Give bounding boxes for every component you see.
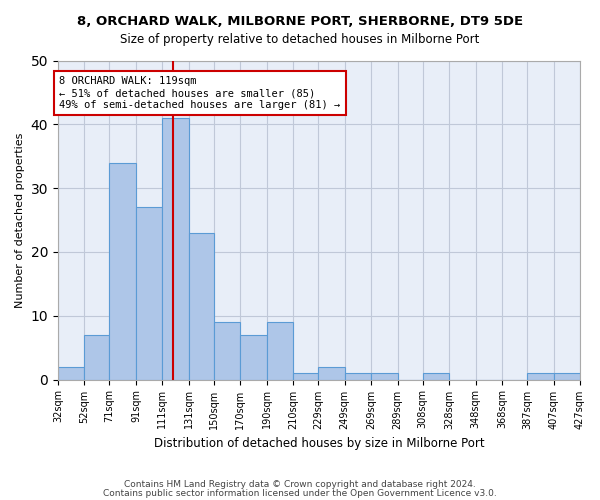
Text: Size of property relative to detached houses in Milborne Port: Size of property relative to detached ho… (121, 32, 479, 46)
Bar (293, 373, 318, 380)
Text: Contains HM Land Registry data © Crown copyright and database right 2024.: Contains HM Land Registry data © Crown c… (124, 480, 476, 489)
X-axis label: Distribution of detached houses by size in Milborne Port: Distribution of detached houses by size … (154, 437, 484, 450)
Bar (58, 367, 85, 380)
Bar (214, 322, 241, 380)
Bar (318, 367, 345, 380)
Bar (267, 322, 293, 380)
Text: Contains public sector information licensed under the Open Government Licence v3: Contains public sector information licen… (103, 488, 497, 498)
Bar (189, 233, 214, 380)
Text: 8, ORCHARD WALK, MILBORNE PORT, SHERBORNE, DT9 5DE: 8, ORCHARD WALK, MILBORNE PORT, SHERBORN… (77, 15, 523, 28)
Y-axis label: Number of detached properties: Number of detached properties (15, 132, 25, 308)
Bar (136, 208, 163, 380)
Bar (241, 335, 267, 380)
Text: 8 ORCHARD WALK: 119sqm
← 51% of detached houses are smaller (85)
49% of semi-det: 8 ORCHARD WALK: 119sqm ← 51% of detached… (59, 76, 340, 110)
Bar (109, 162, 136, 380)
Bar (423, 373, 449, 380)
Bar (527, 373, 554, 380)
Bar (554, 373, 580, 380)
Bar (371, 373, 398, 380)
Bar (85, 335, 109, 380)
Bar (163, 118, 189, 380)
Bar (345, 373, 371, 380)
